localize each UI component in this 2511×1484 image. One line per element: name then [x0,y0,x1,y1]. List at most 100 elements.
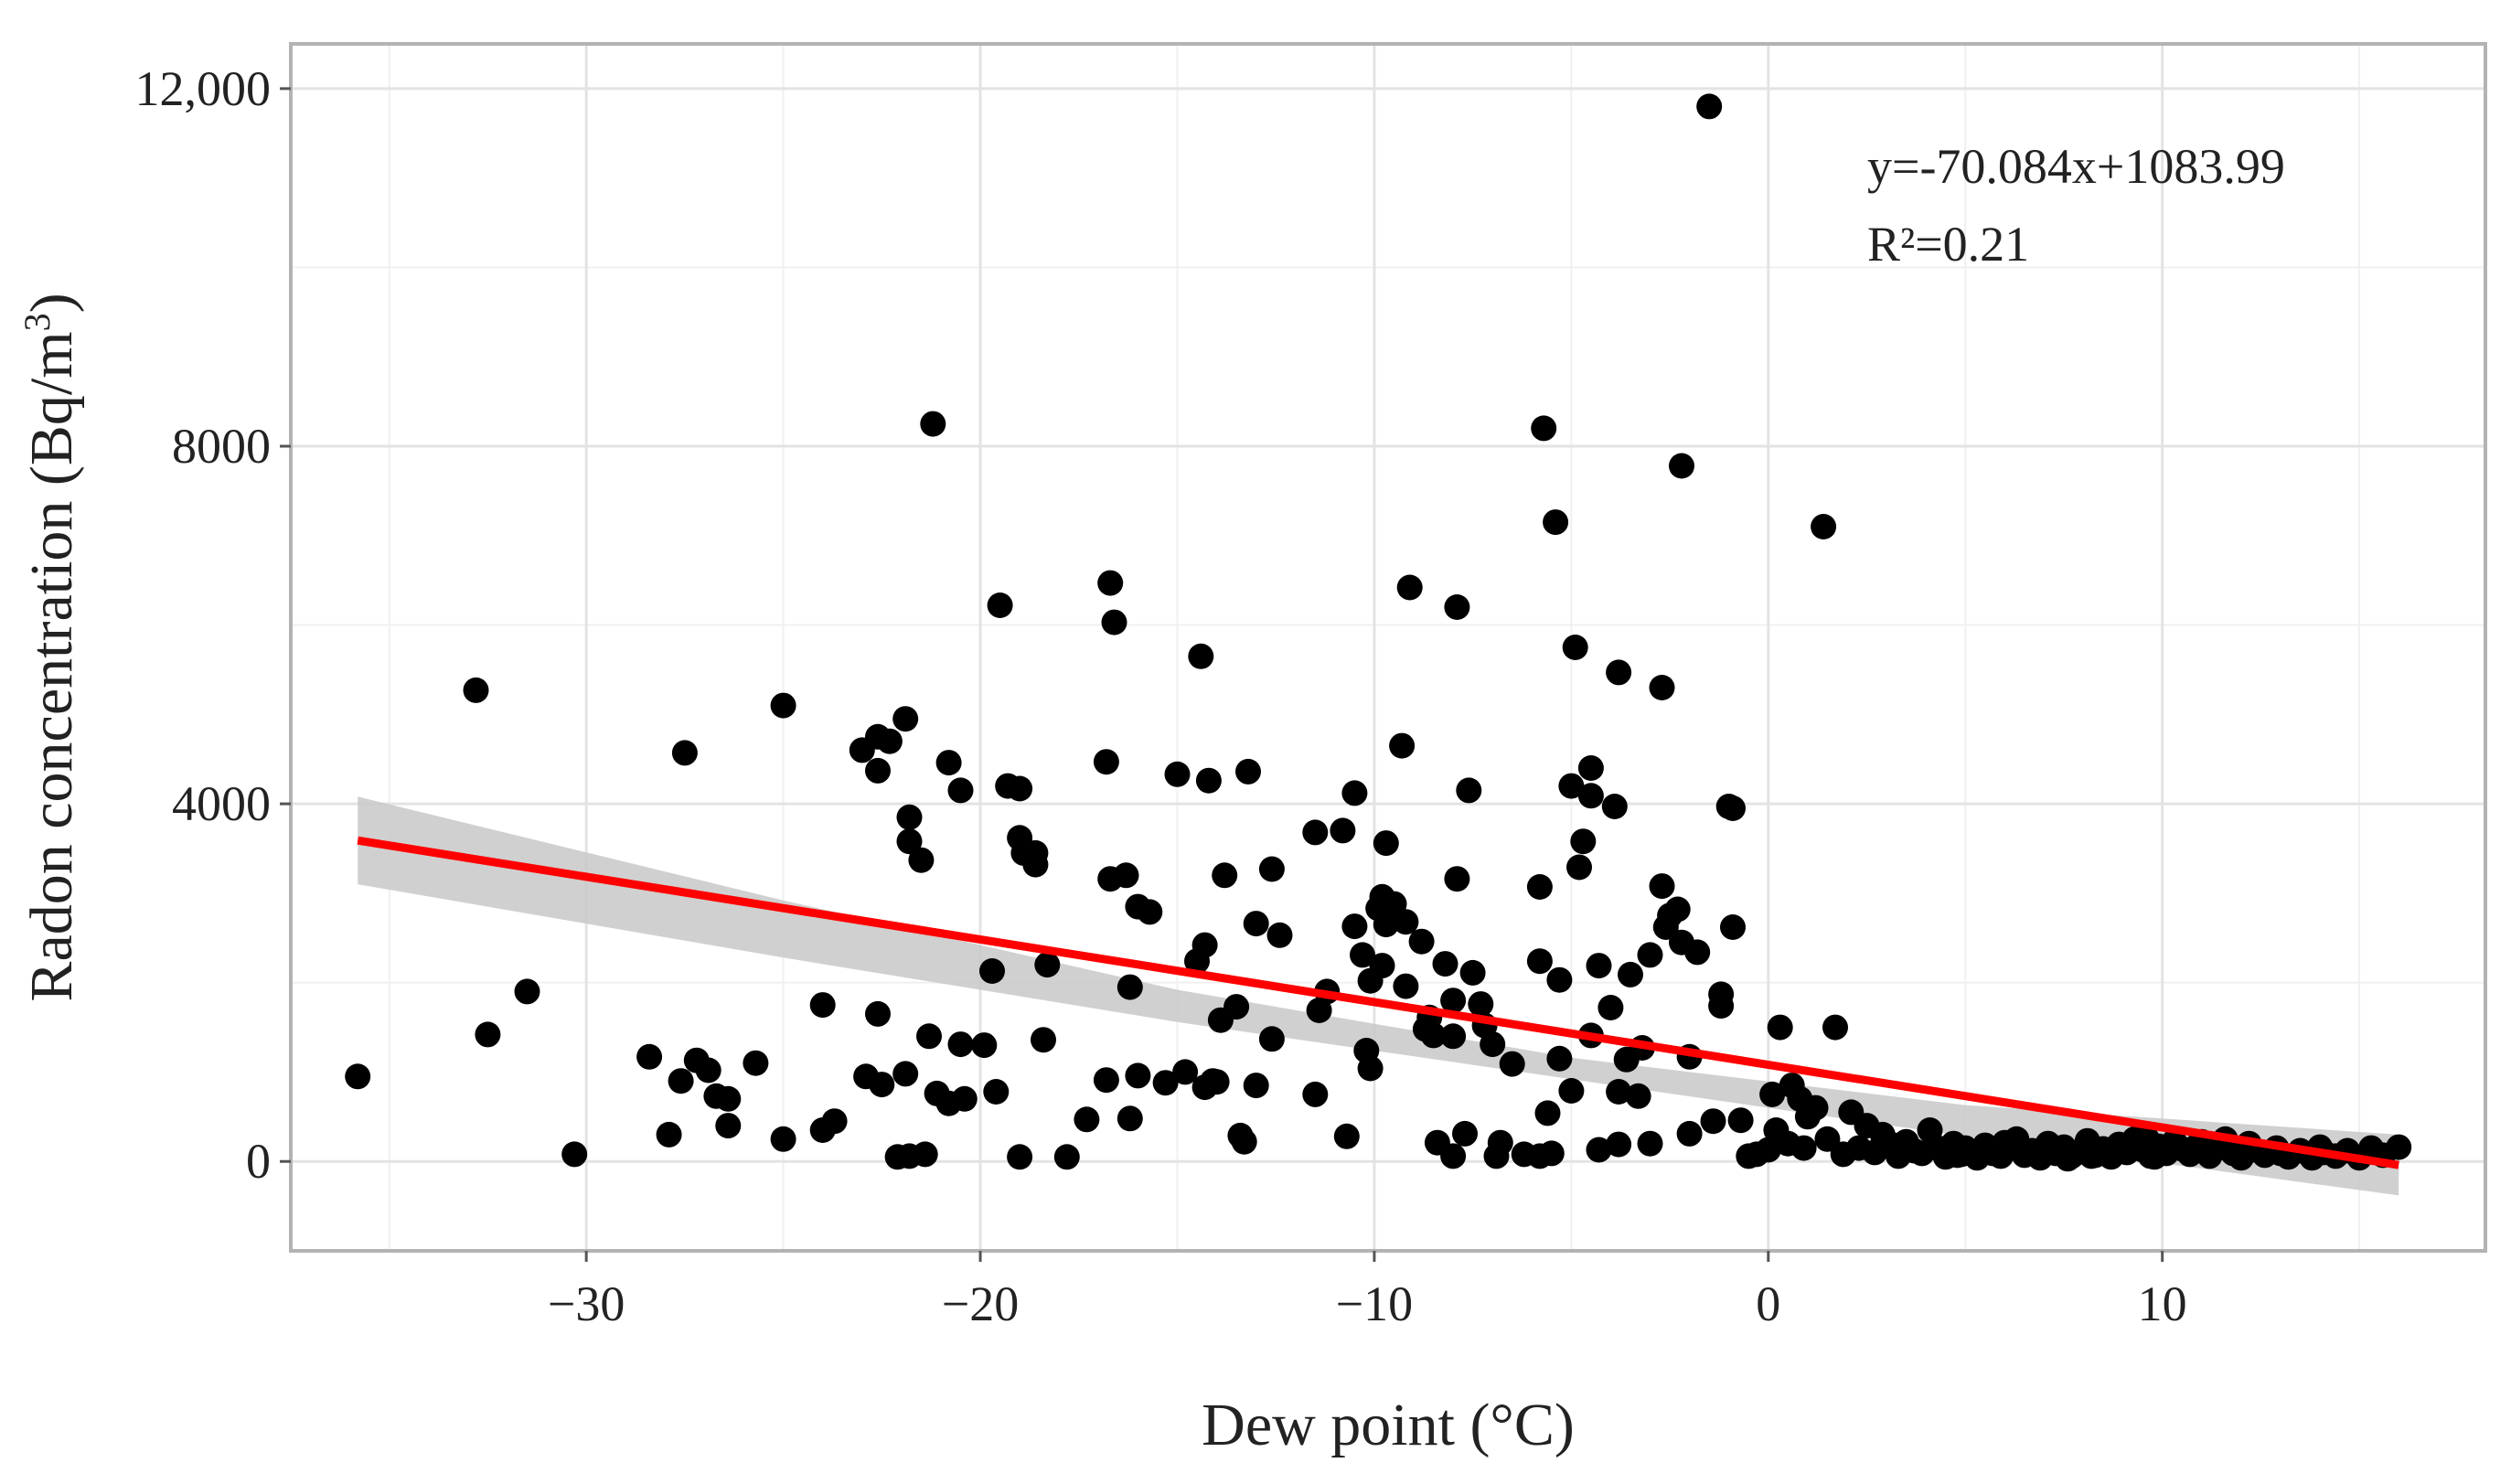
data-point [656,1121,682,1148]
data-point [1526,874,1553,900]
data-point [809,992,836,1019]
data-point [1333,1123,1360,1149]
data-point [1586,953,1612,979]
data-point [1720,914,1746,940]
data-point [971,1032,998,1059]
data-point [935,750,962,776]
x-tick-label: −20 [942,1276,1019,1331]
data-point [1393,973,1419,999]
data-point [715,1085,742,1112]
data-point [1546,1045,1573,1072]
data-point [1373,830,1399,857]
data-point [1759,1081,1786,1107]
data-point [1696,93,1723,120]
data-point [1790,1135,1817,1161]
data-point [1034,952,1061,978]
data-point [1188,643,1214,669]
data-point [1231,1128,1257,1155]
data-point [1203,1069,1230,1095]
data-point [1558,773,1585,799]
data-point [1676,1120,1703,1147]
data-point [1606,659,1632,686]
data-point [1822,1014,1848,1041]
data-point [1637,942,1663,968]
data-point [671,740,698,766]
data-point [1172,1059,1199,1085]
data-point [1992,1129,2018,1156]
data-point [1266,922,1293,948]
data-point [920,411,946,437]
data-point [916,1023,942,1050]
data-point [1097,570,1124,596]
data-point [1755,1137,1781,1163]
x-tick-label: −30 [548,1276,625,1331]
data-point [1562,635,1588,660]
data-point [636,1043,663,1070]
data-point [1191,932,1218,958]
data-point [1223,994,1250,1020]
data-point [463,677,489,703]
data-point [1700,1108,1726,1135]
data-point [1101,609,1127,635]
data-point [2055,1146,2081,1172]
data-point [1408,928,1435,955]
data-point [1007,775,1033,802]
data-point [1456,777,1482,804]
x-tick-label: 0 [1756,1276,1780,1331]
data-point [1389,732,1416,759]
data-point [1373,912,1399,938]
data-point [1357,1055,1384,1082]
data-point [1586,1137,1612,1163]
data-point [865,757,891,784]
data-point [1480,1031,1506,1058]
data-point [1558,1078,1585,1104]
data-point [1534,1100,1561,1126]
r-squared-label: R²=0.21 [1867,217,2029,272]
data-point [1577,755,1604,781]
data-point [1566,854,1592,881]
data-point [1601,794,1628,819]
data-point [1570,828,1597,855]
data-point [892,1061,919,1087]
data-point [1396,574,1423,601]
regression-line-layer [357,836,2399,1169]
data-point [947,777,974,804]
data-point [1302,819,1329,846]
data-point [695,1057,721,1084]
data-point [2102,1136,2128,1162]
data-point [514,978,540,1005]
y-axis-title-close: ) [18,293,85,313]
data-point [1243,911,1269,937]
data-point [1452,1120,1478,1147]
data-point [1952,1135,1979,1161]
data-point [1814,1126,1841,1152]
data-point [1341,780,1368,806]
data-point [1444,594,1470,620]
regression-equation: y=-70.084x+1083.99 [1867,139,2285,194]
data-point [1031,1027,1056,1053]
data-point [896,804,923,830]
data-point [912,1141,938,1168]
data-point [908,847,935,873]
data-point [2078,1143,2105,1169]
data-point [715,1113,742,1139]
data-point [1164,761,1191,787]
data-point [1022,839,1049,866]
data-point [1538,1140,1565,1167]
data-point [475,1021,501,1048]
data-point [979,958,1005,984]
minor-grid [291,44,2485,1251]
data-point [1258,856,1285,882]
data-point [1393,909,1419,935]
data-point [1708,981,1735,1008]
data-point [1531,415,1557,442]
data-point [865,1000,891,1027]
data-point [1577,783,1604,809]
data-point [1440,988,1467,1014]
data-point [1113,862,1139,889]
data-point [1669,453,1694,479]
data-point [1117,974,1143,1000]
data-point [1440,1023,1467,1050]
y-axis-ticks: 0 4000 8000 12,000 [135,61,291,1189]
